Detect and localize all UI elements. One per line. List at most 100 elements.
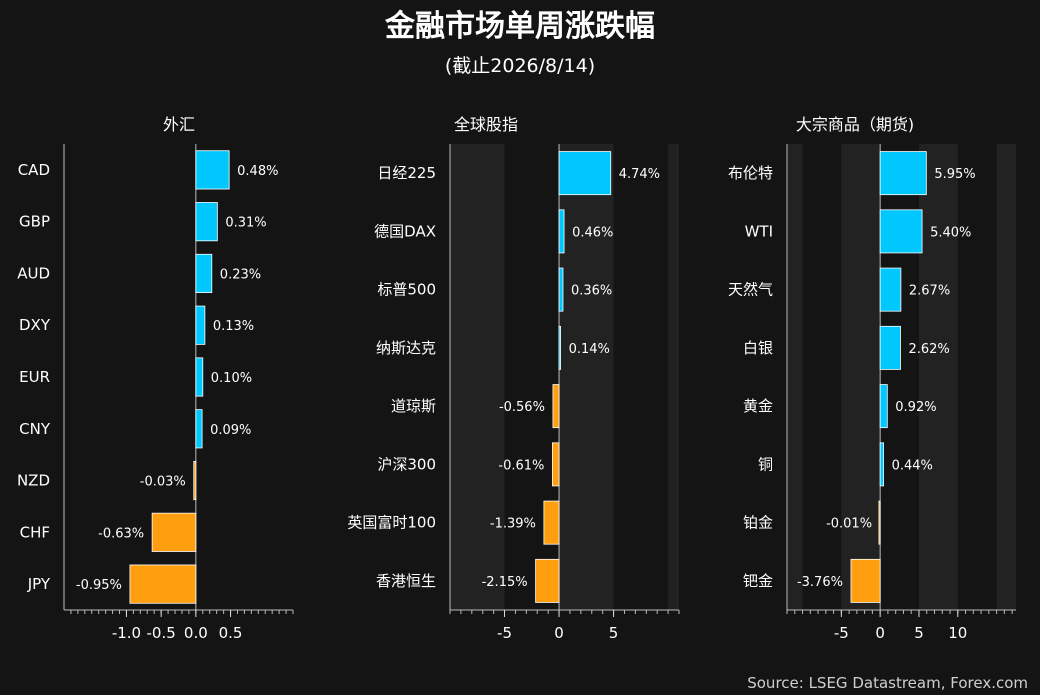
panel-3: 大宗商品（期货) -5 0 5 10 布伦特 5.95% WTI 5.40% 天然气 2.67% 白银…	[728, 115, 1016, 642]
chart-title: 金融市场单周涨跌幅	[384, 9, 655, 44]
value-label: 0.44%	[892, 458, 933, 473]
background-band	[668, 144, 679, 610]
value-label: 2.67%	[909, 284, 950, 299]
x-tick-label: 0.0	[184, 624, 208, 642]
panel-title: 大宗商品（期货)	[796, 115, 914, 134]
category-label: EUR	[19, 368, 50, 386]
source-note: Source: LSEG Datastream, Forex.com	[747, 674, 1028, 692]
category-label: 天然气	[728, 281, 773, 299]
category-label: GBP	[19, 213, 50, 231]
category-label: CNY	[19, 420, 51, 438]
bar-GBP	[195, 202, 218, 242]
bar-布伦特	[879, 151, 927, 196]
bar-沪深300	[551, 442, 560, 487]
bar-香港恒生	[535, 558, 560, 603]
category-label: 日经225	[377, 164, 436, 182]
x-tick-label: 0	[554, 624, 564, 642]
bar-道琼斯	[552, 384, 560, 429]
value-label: -0.63%	[98, 526, 144, 541]
x-tick-label: 5	[914, 624, 924, 642]
bar-德国DAX	[558, 209, 565, 254]
category-label: NZD	[17, 472, 50, 490]
value-label: 0.46%	[572, 225, 613, 240]
category-label: 沪深300	[377, 455, 436, 473]
value-label: 0.48%	[237, 164, 278, 179]
category-label: 纳斯达克	[376, 339, 436, 357]
bar-日经225	[558, 151, 612, 196]
panel-title: 外汇	[163, 115, 195, 134]
category-label: 道琼斯	[391, 397, 436, 415]
category-label: 白银	[743, 339, 773, 357]
value-label: -2.15%	[482, 575, 528, 590]
value-label: 0.31%	[225, 216, 266, 231]
x-tick-label: -5	[834, 624, 849, 642]
value-label: -0.61%	[498, 458, 544, 473]
category-label: AUD	[17, 264, 50, 282]
x-tick-label: 0	[875, 624, 885, 642]
category-label: 钯金	[743, 572, 773, 590]
value-label: -3.76%	[797, 575, 843, 590]
bar-白银	[879, 325, 901, 370]
value-label: 0.09%	[210, 423, 251, 438]
bar-CAD	[195, 150, 230, 190]
bar-纳斯达克	[558, 325, 561, 370]
bar-NZD	[193, 460, 197, 501]
value-label: 4.74%	[619, 167, 660, 182]
background-band	[787, 144, 803, 610]
value-label: 0.14%	[569, 342, 610, 357]
value-label: 0.36%	[571, 284, 612, 299]
bar-铜	[879, 442, 884, 487]
value-label: -0.56%	[499, 400, 545, 415]
category-label: 标普500	[377, 281, 436, 299]
bar-CNY	[195, 409, 203, 449]
bar-英国富时100	[543, 500, 560, 545]
bar-钯金	[850, 558, 881, 603]
bar-AUD	[195, 253, 213, 294]
background-band	[918, 144, 958, 610]
bar-JPY	[129, 564, 197, 604]
category-label: 黄金	[743, 397, 773, 415]
category-label: JPY	[27, 575, 51, 593]
value-label: 2.62%	[908, 342, 949, 357]
category-label: DXY	[19, 316, 51, 334]
x-tick-label: -0.5	[147, 624, 176, 642]
category-label: 香港恒生	[376, 572, 436, 590]
category-label: 铂金	[743, 514, 773, 532]
bar-CHF	[151, 512, 197, 552]
bar-标普500	[558, 267, 564, 312]
background-band	[996, 144, 1016, 610]
background-band	[450, 144, 505, 610]
bar-DXY	[195, 305, 206, 345]
x-tick-label: 0.5	[219, 624, 243, 642]
x-tick-label: 5	[609, 624, 619, 642]
background-band	[841, 144, 881, 610]
bar-天然气	[879, 267, 902, 312]
bar-黄金	[879, 384, 888, 429]
x-tick-label: 10	[948, 624, 967, 642]
bar-WTI	[879, 209, 923, 254]
value-label: 5.40%	[930, 225, 971, 240]
bar-EUR	[195, 357, 204, 397]
value-label: -0.01%	[826, 517, 872, 532]
x-tick-label: -5	[497, 624, 512, 642]
category-label: 德国DAX	[374, 222, 436, 240]
value-label: -1.39%	[490, 517, 536, 532]
category-label: CAD	[18, 161, 50, 179]
x-tick-label: -1.0	[112, 624, 141, 642]
value-label: 0.92%	[895, 400, 936, 415]
category-label: CHF	[20, 523, 50, 541]
value-label: 5.95%	[934, 167, 975, 182]
panel-title: 全球股指	[454, 115, 518, 134]
category-label: 布伦特	[728, 164, 773, 182]
value-label: 0.23%	[220, 267, 261, 282]
category-label: 铜	[758, 455, 773, 473]
bar-铂金	[878, 500, 881, 545]
category-label: WTI	[745, 222, 773, 240]
panel-1: 外汇 -1.0 -0.5 0.0 0.5 CAD 0.48% GBP 0.31% AUD 0.23%…	[17, 115, 294, 642]
value-label: -0.03%	[140, 475, 186, 490]
value-label: 0.10%	[211, 371, 252, 386]
category-label: 英国富时100	[347, 514, 436, 532]
chart-subtitle: (截止2026/8/14)	[445, 55, 595, 77]
